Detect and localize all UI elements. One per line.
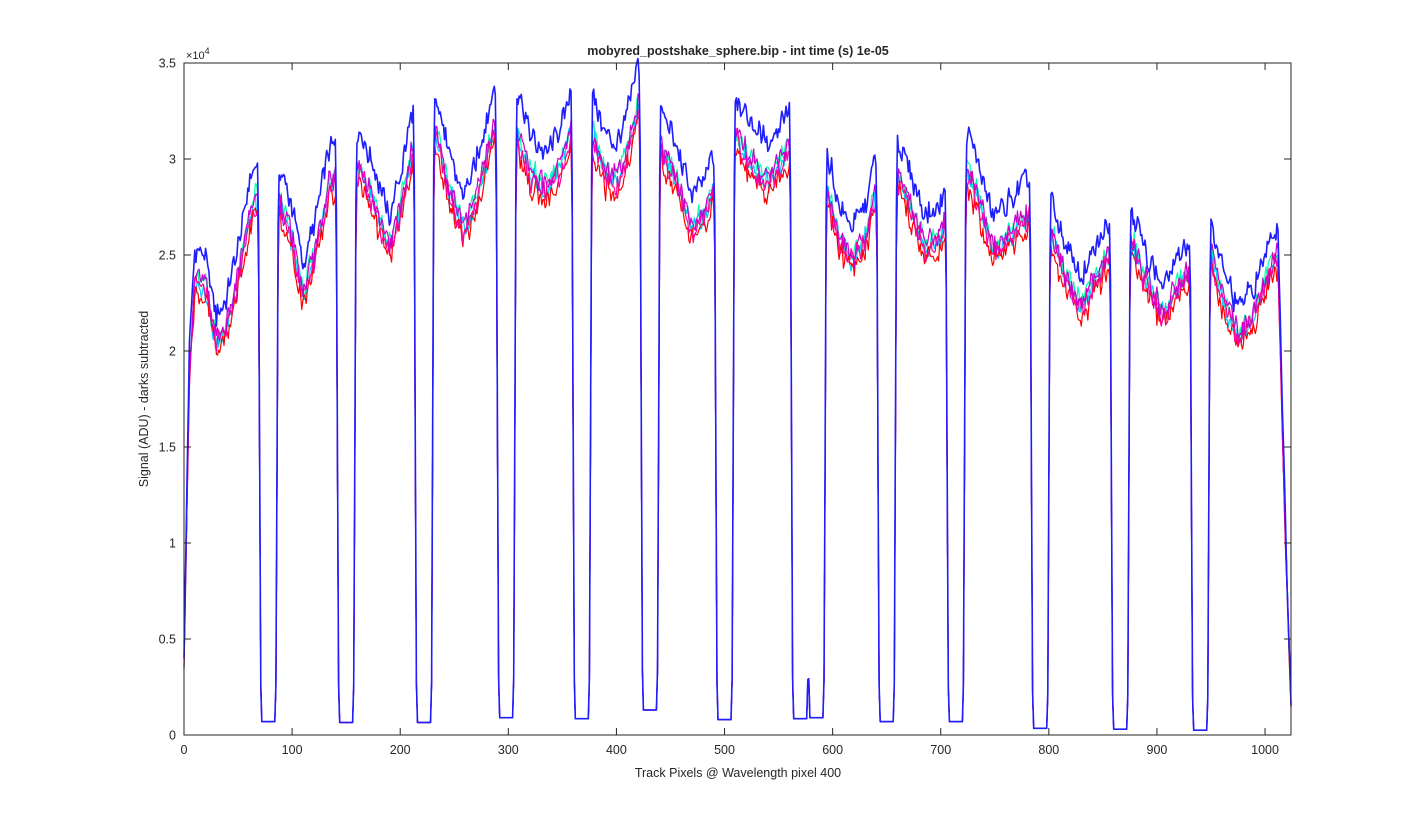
series-line-1 <box>183 57 1292 732</box>
x-axis: 0 100 200 300 400 500 600 700 800 900 1000 <box>181 63 1279 757</box>
plot-frame <box>183 62 1292 736</box>
x-tick-label: 700 <box>930 743 951 757</box>
x-tick-label: 400 <box>606 743 627 757</box>
x-tick-label: 0 <box>181 743 188 757</box>
x-axis-label: Track Pixels @ Wavelength pixel 400 <box>635 766 841 780</box>
x-tick-label: 1000 <box>1251 743 1279 757</box>
y-exponent-power: 4 <box>205 46 210 56</box>
plot-background <box>184 63 1291 735</box>
series-line-5 <box>183 109 1292 731</box>
chart-title: mobyred_postshake_sphere.bip - int time … <box>587 44 889 58</box>
y-exponent-base: ×10 <box>186 50 205 62</box>
y-tick-label: 0.5 <box>159 633 176 647</box>
plot-area <box>183 57 1292 736</box>
y-exponent-label: ×104 <box>186 46 210 62</box>
x-tick-label: 300 <box>498 743 519 757</box>
x-tick-label: 900 <box>1147 743 1168 757</box>
series-layer <box>183 57 1292 732</box>
y-tick-label: 1 <box>169 537 176 551</box>
y-tick-label: 2 <box>169 345 176 359</box>
x-tick-label: 200 <box>390 743 411 757</box>
y-tick-label: 3.5 <box>159 57 176 71</box>
x-tick-label: 800 <box>1038 743 1059 757</box>
y-axis-label: Signal (ADU) - darks subtracted <box>137 311 151 488</box>
y-tick-label: 2.5 <box>159 249 176 263</box>
x-tick-label: 500 <box>714 743 735 757</box>
y-tick-label: 3 <box>169 153 176 167</box>
y-axis: 0 0.5 1 1.5 2 2.5 3 3.5 <box>159 57 1291 743</box>
y-tick-label: 1.5 <box>159 441 176 455</box>
x-tick-label: 600 <box>822 743 843 757</box>
x-tick-label: 100 <box>282 743 303 757</box>
series-line-6 <box>183 93 1292 731</box>
series-line-4 <box>183 116 1292 731</box>
y-tick-label: 0 <box>169 729 176 743</box>
